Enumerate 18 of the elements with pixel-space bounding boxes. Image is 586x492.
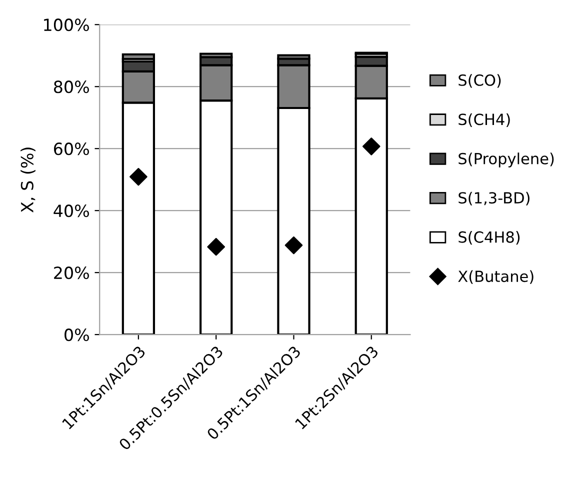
legend-label: S(C4H8) (458, 231, 520, 245)
y-tick-label: 20% (54, 266, 89, 280)
legend-label: X(Butane) (458, 270, 534, 284)
y-tick-label: 0% (64, 328, 89, 342)
legend-label: S(1,3-BD) (458, 192, 530, 206)
point (130, 168, 148, 186)
y-axis-title: X, S (%) (20, 148, 36, 212)
y-tick-label: 100% (44, 18, 89, 32)
point (207, 238, 225, 256)
legend-label: S(CO) (458, 74, 501, 88)
point (284, 236, 303, 254)
y-tick-label: 40% (54, 204, 89, 218)
legend-label: S(Propylene) (458, 152, 554, 168)
point (362, 138, 380, 156)
y-tick-label: 80% (54, 80, 89, 94)
y-tick-label: 60% (54, 142, 89, 156)
legend-label: S(CH4) (458, 113, 510, 127)
bar (122, 53, 156, 60)
